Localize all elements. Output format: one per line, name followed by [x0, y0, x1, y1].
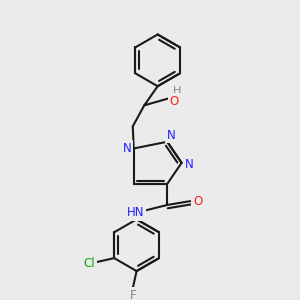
- Text: N: N: [185, 158, 194, 171]
- Text: N: N: [123, 142, 131, 155]
- Text: Cl: Cl: [83, 257, 95, 270]
- Text: H: H: [172, 86, 181, 96]
- Text: O: O: [193, 195, 203, 208]
- Text: HN: HN: [127, 206, 144, 219]
- Text: O: O: [169, 95, 178, 108]
- Text: F: F: [129, 289, 136, 300]
- Text: N: N: [167, 128, 176, 142]
